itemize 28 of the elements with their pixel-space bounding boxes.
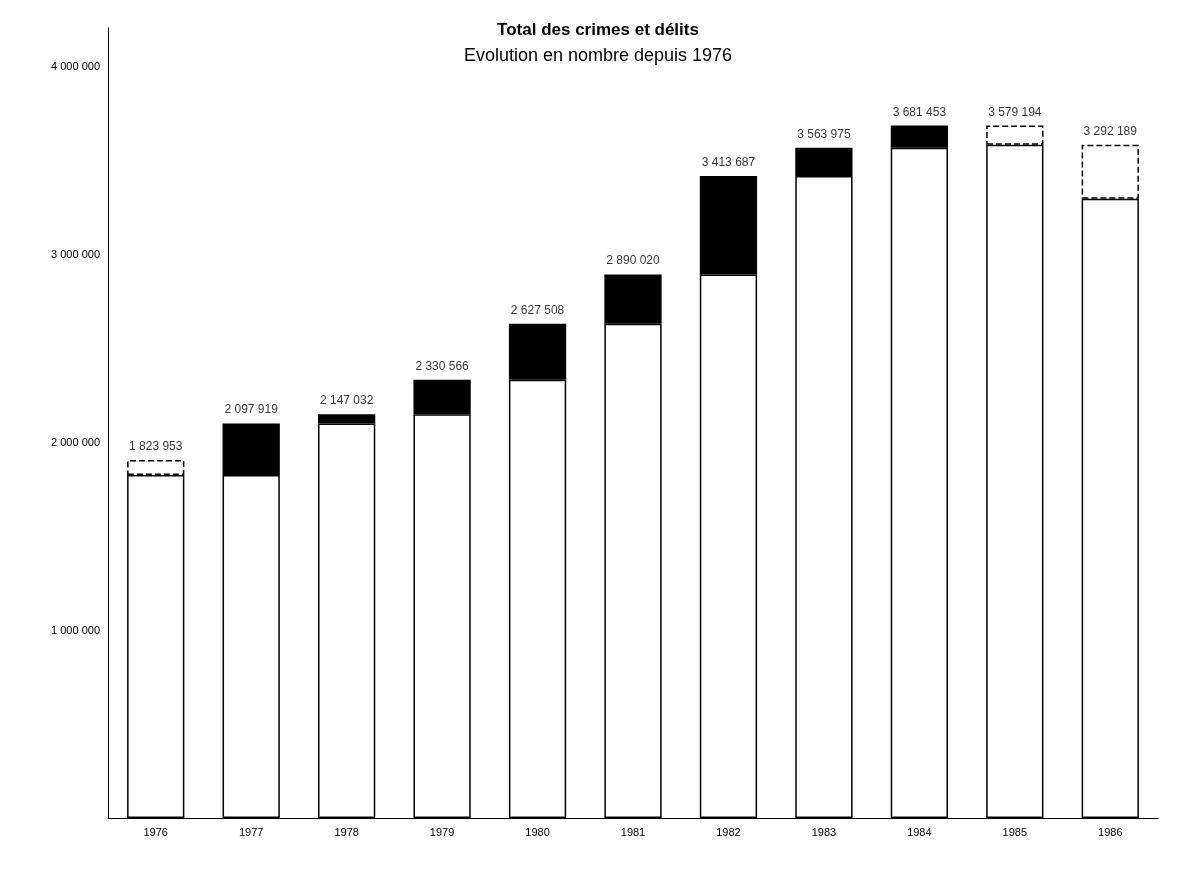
annotation: 3 563 975 <box>797 126 851 141</box>
annotation: 3 413 687 <box>701 154 756 169</box>
y-tick-label: 4 000 000 <box>51 59 100 72</box>
annotation: 2 330 566 <box>415 358 470 373</box>
x-tick-label: 1980 <box>525 825 550 838</box>
y-tick-label: 1 000 000 <box>51 623 100 636</box>
annotation: 1 823 953 <box>129 438 183 453</box>
annotation: 3 681 453 <box>892 104 947 119</box>
chart-title: Total des crimes et délits <box>497 20 699 39</box>
y-tick-label: 2 000 000 <box>51 435 100 448</box>
annotation: 3 292 189 <box>1083 123 1138 138</box>
x-tick-label: 1978 <box>334 825 359 838</box>
x-tick-label: 1976 <box>143 825 168 838</box>
x-tick-label: 1982 <box>716 825 741 838</box>
x-tick-label: 1979 <box>429 825 455 838</box>
x-tick-label: 1981 <box>620 825 646 838</box>
x-tick-label: 1983 <box>811 825 837 838</box>
x-tick-label: 1986 <box>1098 825 1123 838</box>
annotation: 2 627 508 <box>510 302 565 317</box>
y-tick-label: 3 000 000 <box>51 247 100 260</box>
x-tick-label: 1984 <box>907 825 932 838</box>
annotation: 2 890 020 <box>606 253 661 268</box>
x-tick-label: 1977 <box>238 825 264 838</box>
annotation: 3 579 194 <box>988 104 1042 119</box>
annotation: 2 147 032 <box>319 393 374 408</box>
annotation: 2 097 919 <box>224 402 279 417</box>
text: Evolution en nombre depuis 1976 <box>463 45 733 65</box>
x-tick-label: 1985 <box>1002 825 1028 838</box>
